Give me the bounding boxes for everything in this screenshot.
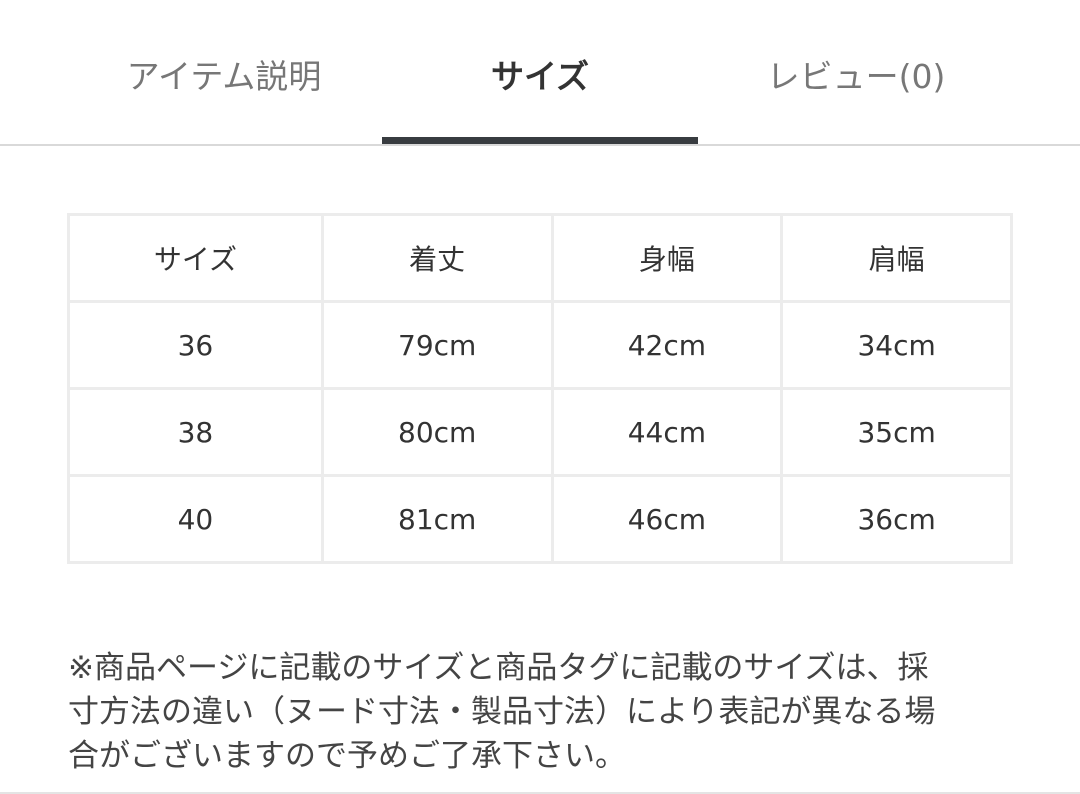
tab-label: アイテム説明 <box>126 57 322 96</box>
table-header-row: サイズ 着丈 身幅 肩幅 <box>67 213 1013 303</box>
table-cell: 38 <box>67 387 324 477</box>
table-row: 36 79cm 42cm 34cm <box>67 300 1013 390</box>
table-cell: 42cm <box>550 300 784 390</box>
note-line: 合がございますので予めご了承下さい。 <box>68 738 626 774</box>
tab-reviews[interactable]: レビュー(0) <box>676 0 1036 146</box>
table-cell: 79cm <box>320 300 554 390</box>
table-cell: 35cm <box>780 387 1013 477</box>
table-cell: 44cm <box>550 387 784 477</box>
divider <box>0 792 1080 794</box>
header-cell: 肩幅 <box>780 213 1013 303</box>
tab-label: サイズ <box>490 57 589 96</box>
note-line: 寸方法の違い（ヌード寸法・製品寸法）により表記が異なる場 <box>68 694 936 730</box>
tab-size[interactable]: サイズ <box>360 0 720 146</box>
table-cell: 36 <box>67 300 324 390</box>
table-row: 38 80cm 44cm 35cm <box>67 387 1013 477</box>
size-note: ※商品ページに記載のサイズと商品タグに記載のサイズは、採 寸方法の違い（ヌード寸… <box>68 646 1008 778</box>
table-cell: 80cm <box>320 387 554 477</box>
tab-item-description[interactable]: アイテム説明 <box>44 0 404 146</box>
header-cell: サイズ <box>67 213 324 303</box>
table-cell: 81cm <box>320 474 554 564</box>
header-cell: 着丈 <box>320 213 554 303</box>
note-line: ※商品ページに記載のサイズと商品タグに記載のサイズは、採 <box>68 650 929 686</box>
table-row: 40 81cm 46cm 36cm <box>67 474 1013 564</box>
table-cell: 36cm <box>780 474 1013 564</box>
active-tab-indicator <box>382 137 698 144</box>
table-cell: 40 <box>67 474 324 564</box>
table-cell: 46cm <box>550 474 784 564</box>
tab-label: レビュー(0) <box>766 57 946 96</box>
size-table: サイズ 着丈 身幅 肩幅 36 79cm 42cm 34cm 38 80cm 4… <box>67 213 1013 564</box>
table-cell: 34cm <box>780 300 1013 390</box>
header-cell: 身幅 <box>550 213 784 303</box>
tab-bar: アイテム説明 サイズ レビュー(0) <box>0 0 1080 146</box>
